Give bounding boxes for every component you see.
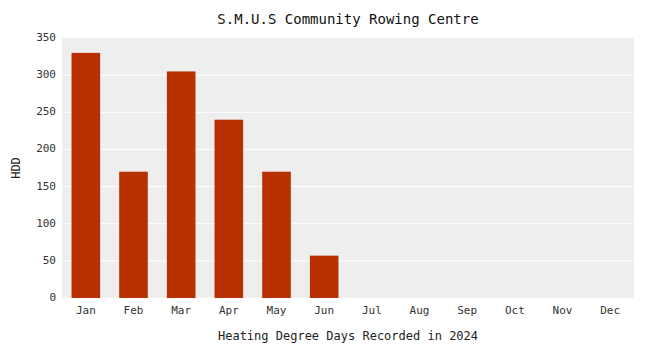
y-tick-label: 250 xyxy=(36,105,56,118)
x-axis-label: Heating Degree Days Recorded in 2024 xyxy=(218,329,478,343)
plot-background xyxy=(62,38,634,298)
bar xyxy=(310,256,339,298)
grid-line xyxy=(62,149,634,150)
x-ticks: Jan Feb Mar Apr May Jun Jul Aug Sep Oct Nov Dec xyxy=(76,304,620,317)
chart-svg: 050100150200250300350JanFebMarAprMayJunJ… xyxy=(0,0,650,360)
y-tick-label: 100 xyxy=(36,217,56,230)
bar xyxy=(72,53,101,298)
bar xyxy=(548,298,577,299)
y-axis-label: HDD xyxy=(9,157,23,179)
bar xyxy=(262,172,291,298)
x-tick-label: Oct xyxy=(505,304,525,317)
grid xyxy=(62,38,634,298)
y-tick-label: 200 xyxy=(36,142,56,155)
y-tick-label: 300 xyxy=(36,68,56,81)
bar xyxy=(119,172,148,298)
x-tick-label: Jun xyxy=(314,304,334,317)
x-tick-label: Mar xyxy=(171,304,191,317)
bar xyxy=(405,298,434,299)
x-tick-label: Feb xyxy=(124,304,144,317)
grid-line xyxy=(62,112,634,113)
y-tick-label: 350 xyxy=(36,31,56,44)
bar xyxy=(358,298,387,299)
chart-container: 050100150200250300350JanFebMarAprMayJunJ… xyxy=(0,0,650,360)
bars xyxy=(72,53,339,298)
y-tick-label: 150 xyxy=(36,180,56,193)
y-tick-label: 0 xyxy=(49,291,56,304)
x-tick-label: Aug xyxy=(410,304,430,317)
x-tick-label: Dec xyxy=(600,304,620,317)
y-ticks: 0 50 100 150 200 250 300 350 xyxy=(36,31,56,304)
x-tick-label: May xyxy=(267,304,287,317)
x-tick-label: Jan xyxy=(76,304,96,317)
bar xyxy=(596,298,625,299)
x-tick-label: Nov xyxy=(553,304,573,317)
x-tick-label: Sep xyxy=(457,304,477,317)
bar xyxy=(167,71,196,298)
grid-line xyxy=(62,38,634,39)
grid-line xyxy=(62,75,634,76)
y-tick-label: 50 xyxy=(43,254,56,267)
bar xyxy=(501,298,530,299)
x-tick-label: Jul xyxy=(362,304,382,317)
x-tick-label: Apr xyxy=(219,304,239,317)
title: S.M.U.S Community Rowing Centre xyxy=(217,11,478,27)
bar xyxy=(215,120,244,298)
bar xyxy=(453,298,482,299)
